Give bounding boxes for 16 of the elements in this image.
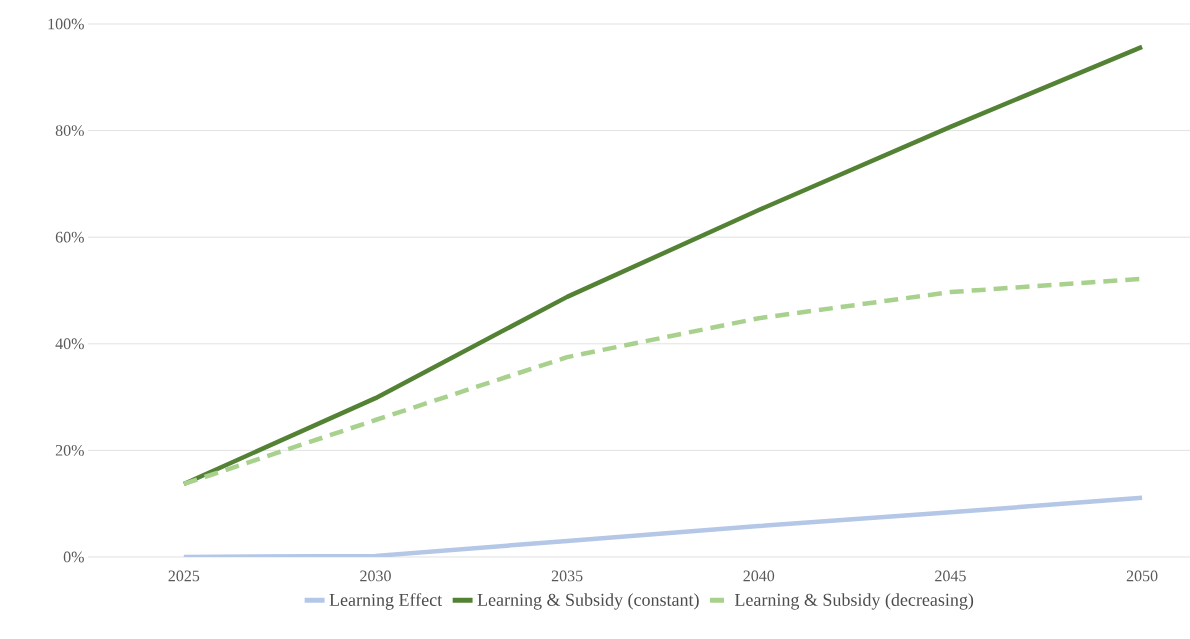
legend-label: Learning & Subsidy (decreasing) (734, 593, 974, 610)
legend-label: Learning Effect (329, 593, 443, 610)
y-tick-label: 80% (55, 125, 84, 137)
x-tick-label: 2025 (168, 570, 200, 582)
y-tick-label: 40% (55, 338, 84, 350)
y-tick-label: 100% (48, 18, 84, 30)
line-series (181, 495, 1145, 557)
y-tick-label: 0% (63, 551, 84, 563)
legend-label: Learning & Subsidy (constant) (477, 593, 699, 610)
y-tick-label: 20% (55, 444, 84, 456)
y-tick-label: 60% (55, 231, 84, 243)
x-tick-label: 2030 (360, 570, 391, 582)
x-tick-label: 2045 (935, 570, 966, 582)
x-tick-label: 2035 (551, 570, 583, 582)
x-tick-label: 2040 (743, 570, 775, 582)
x-tick-label: 2050 (1126, 570, 1158, 582)
